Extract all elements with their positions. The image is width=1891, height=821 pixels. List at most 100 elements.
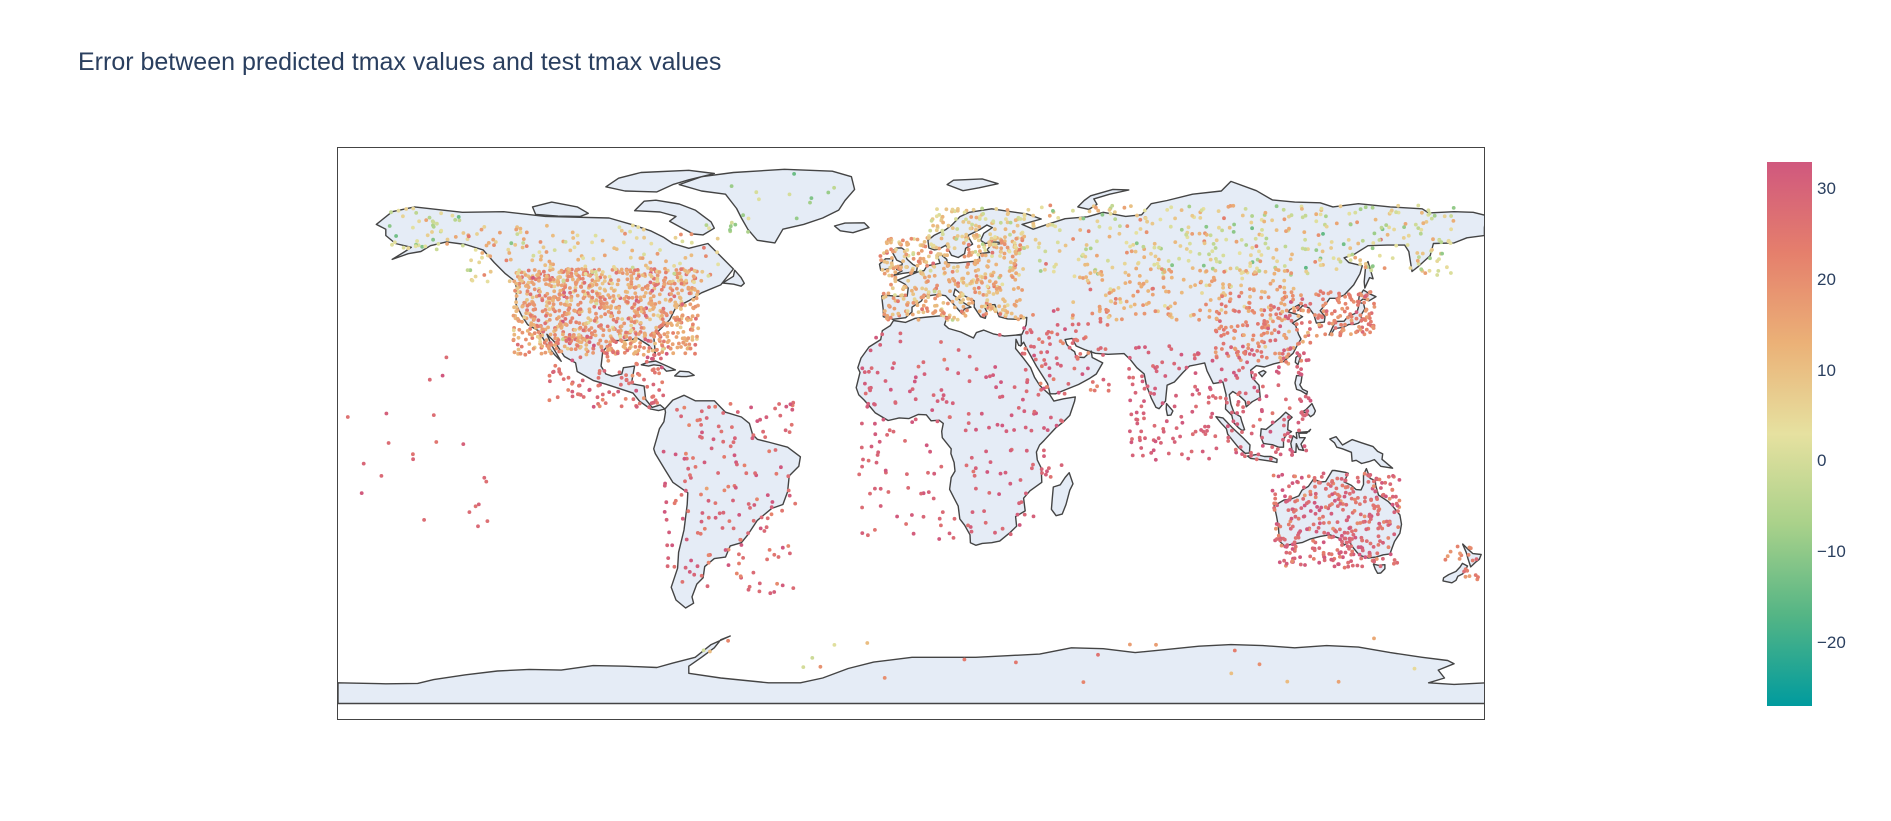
station-point[interactable] bbox=[1311, 522, 1316, 527]
station-point[interactable] bbox=[1296, 420, 1301, 425]
station-point[interactable] bbox=[1070, 322, 1075, 327]
station-point[interactable] bbox=[647, 301, 652, 305]
station-point[interactable] bbox=[1322, 530, 1327, 535]
station-point[interactable] bbox=[913, 417, 918, 422]
station-point[interactable] bbox=[575, 338, 580, 343]
station-point[interactable] bbox=[1269, 457, 1273, 461]
station-point[interactable] bbox=[653, 370, 657, 375]
station-point[interactable] bbox=[728, 444, 733, 449]
station-point[interactable] bbox=[390, 242, 394, 247]
station-point[interactable] bbox=[1278, 284, 1282, 289]
station-point[interactable] bbox=[1178, 244, 1183, 248]
station-point[interactable] bbox=[1138, 227, 1143, 231]
station-point[interactable] bbox=[1140, 374, 1144, 379]
station-point[interactable] bbox=[695, 531, 700, 535]
station-point[interactable] bbox=[905, 303, 910, 307]
station-point[interactable] bbox=[1281, 207, 1286, 212]
station-point[interactable] bbox=[979, 411, 984, 416]
station-point[interactable] bbox=[595, 276, 599, 281]
station-point[interactable] bbox=[1254, 457, 1259, 462]
station-point[interactable] bbox=[628, 336, 632, 341]
station-point[interactable] bbox=[1288, 346, 1293, 351]
station-point[interactable] bbox=[968, 226, 973, 231]
station-point[interactable] bbox=[1335, 504, 1340, 508]
station-point[interactable] bbox=[1129, 412, 1134, 417]
station-point[interactable] bbox=[546, 325, 550, 330]
station-point[interactable] bbox=[431, 237, 435, 242]
station-point[interactable] bbox=[1350, 529, 1354, 534]
station-point[interactable] bbox=[571, 236, 576, 240]
station-point[interactable] bbox=[1008, 220, 1013, 225]
station-point[interactable] bbox=[919, 249, 924, 253]
station-point[interactable] bbox=[1346, 515, 1351, 519]
station-point[interactable] bbox=[751, 433, 756, 437]
station-point[interactable] bbox=[1107, 208, 1112, 212]
station-point[interactable] bbox=[903, 293, 908, 298]
station-point[interactable] bbox=[1134, 410, 1139, 415]
station-point[interactable] bbox=[1353, 210, 1358, 215]
station-point[interactable] bbox=[1223, 378, 1228, 382]
station-point[interactable] bbox=[1280, 318, 1284, 323]
station-point[interactable] bbox=[1234, 239, 1239, 244]
station-point[interactable] bbox=[1327, 321, 1332, 326]
station-point[interactable] bbox=[983, 272, 988, 276]
station-point[interactable] bbox=[889, 282, 893, 287]
station-point[interactable] bbox=[1293, 499, 1297, 504]
station-point[interactable] bbox=[1192, 356, 1197, 361]
station-point[interactable] bbox=[570, 230, 575, 235]
station-point[interactable] bbox=[608, 340, 612, 344]
station-point[interactable] bbox=[1336, 297, 1341, 301]
station-point[interactable] bbox=[923, 244, 928, 249]
station-point[interactable] bbox=[702, 460, 707, 465]
station-point[interactable] bbox=[1033, 237, 1038, 242]
station-point[interactable] bbox=[1084, 275, 1088, 279]
station-point[interactable] bbox=[670, 543, 675, 548]
station-point[interactable] bbox=[974, 274, 979, 278]
station-point[interactable] bbox=[755, 497, 759, 502]
station-point[interactable] bbox=[1394, 243, 1399, 248]
station-point[interactable] bbox=[1036, 245, 1041, 250]
station-point[interactable] bbox=[1317, 516, 1322, 521]
station-point[interactable] bbox=[979, 304, 984, 309]
station-point[interactable] bbox=[752, 503, 757, 507]
station-point[interactable] bbox=[345, 415, 350, 419]
station-point[interactable] bbox=[671, 331, 675, 335]
station-point[interactable] bbox=[1370, 264, 1375, 268]
station-point[interactable] bbox=[1259, 408, 1264, 412]
station-point[interactable] bbox=[616, 389, 621, 394]
station-point[interactable] bbox=[1006, 211, 1011, 215]
station-point[interactable] bbox=[696, 303, 700, 308]
station-point[interactable] bbox=[561, 337, 565, 342]
station-point[interactable] bbox=[1313, 491, 1318, 496]
station-point[interactable] bbox=[1340, 543, 1344, 547]
station-point[interactable] bbox=[1285, 499, 1290, 503]
station-point[interactable] bbox=[867, 386, 872, 391]
station-point[interactable] bbox=[1358, 313, 1363, 318]
station-point[interactable] bbox=[1235, 402, 1240, 407]
station-point[interactable] bbox=[1168, 224, 1173, 229]
station-point[interactable] bbox=[642, 294, 647, 299]
station-point[interactable] bbox=[1270, 411, 1275, 416]
station-point[interactable] bbox=[966, 296, 970, 301]
station-point[interactable] bbox=[524, 230, 529, 235]
station-point[interactable] bbox=[1424, 220, 1429, 224]
station-point[interactable] bbox=[1302, 444, 1307, 449]
station-point[interactable] bbox=[1150, 221, 1155, 226]
station-point[interactable] bbox=[630, 223, 635, 228]
station-point[interactable] bbox=[1167, 267, 1171, 272]
station-point[interactable] bbox=[1429, 216, 1434, 221]
station-point[interactable] bbox=[517, 268, 522, 273]
station-point[interactable] bbox=[655, 276, 660, 281]
station-point[interactable] bbox=[784, 404, 789, 409]
station-point[interactable] bbox=[642, 235, 646, 240]
station-point[interactable] bbox=[1341, 328, 1346, 332]
station-point[interactable] bbox=[507, 279, 512, 284]
station-point[interactable] bbox=[1224, 396, 1228, 401]
station-point[interactable] bbox=[1128, 244, 1132, 249]
station-point[interactable] bbox=[1199, 208, 1204, 213]
station-point[interactable] bbox=[1208, 257, 1213, 262]
station-point[interactable] bbox=[1054, 356, 1059, 360]
station-point[interactable] bbox=[687, 423, 691, 427]
station-point[interactable] bbox=[1017, 273, 1021, 277]
station-point[interactable] bbox=[1317, 322, 1322, 327]
